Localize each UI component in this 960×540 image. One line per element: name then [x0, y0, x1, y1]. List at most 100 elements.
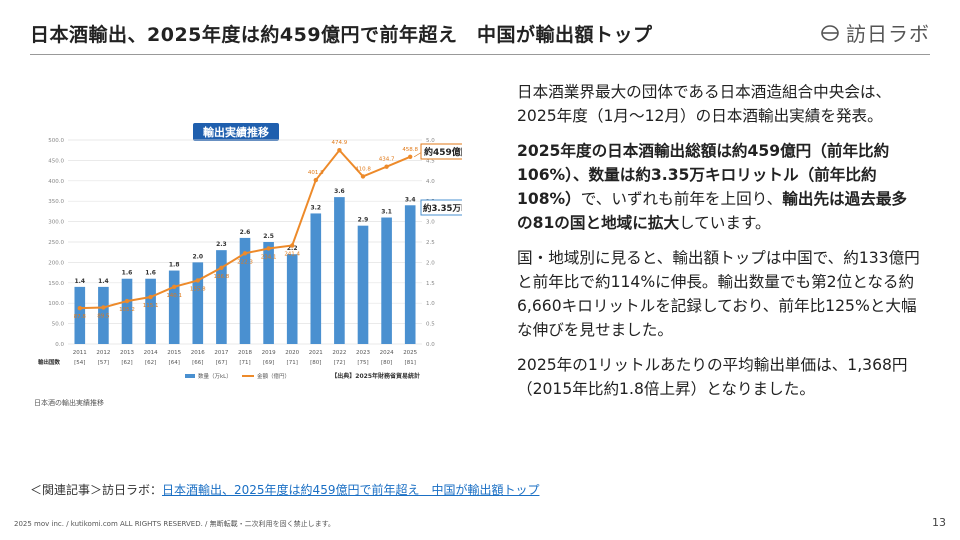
- article-body: 日本酒業界最大の団体である日本酒造組合中央会は、2025年度（1月〜12月）の日…: [517, 80, 922, 412]
- bar-volume: [263, 242, 274, 344]
- callout-amount-label: 約459億円: [424, 146, 462, 158]
- line-value-label: 410.8: [355, 166, 371, 172]
- line-point: [384, 164, 389, 169]
- line-point: [408, 154, 413, 160]
- y-left-tick-label: 350.0: [48, 199, 64, 205]
- x-sublabel: [54]: [74, 360, 85, 366]
- chart-source: 【出典】2025年財務省貿易統計: [331, 372, 420, 380]
- summary-highlight-1: 2025年度の日本酒輸出総額は約459億円（前年比約106%）、数量は約3.35…: [517, 142, 890, 208]
- x-sublabel: [75]: [357, 360, 368, 366]
- x-tick-label: 2023: [356, 350, 370, 356]
- y-left-tick-label: 250.0: [48, 240, 64, 246]
- y-left-tick-label: 450.0: [48, 158, 64, 164]
- x-sublabel: [62]: [121, 360, 132, 366]
- bar-volume: [239, 237, 251, 344]
- line-point: [172, 284, 177, 290]
- bar-value-label: 2.3: [216, 241, 227, 248]
- x-sublabel: [57]: [98, 360, 109, 366]
- y-right-tick-label: 1.5: [426, 281, 435, 287]
- y-right-tick-label: 2.5: [426, 240, 435, 246]
- bar-volume: [334, 197, 345, 344]
- line-point: [101, 305, 106, 310]
- x-tick-label: 2016: [191, 350, 205, 356]
- y-right-tick-label: 4.5: [426, 158, 435, 164]
- related-article-link[interactable]: 日本酒輸出、2025年度は約459億円で前年超え 中国が輸出額トップ: [162, 483, 540, 497]
- bar-volume: [216, 250, 227, 344]
- line-value-label: 474.9: [332, 140, 348, 146]
- line-value-label: 401.8: [308, 170, 324, 176]
- line-value-label: 234.1: [261, 254, 277, 260]
- x-tick-label: 2015: [167, 350, 181, 356]
- y-left-tick-label: 400.0: [48, 179, 64, 185]
- y-left-tick-label: 300.0: [48, 220, 64, 226]
- chart-title-box: [193, 123, 279, 141]
- y-left-tick-label: 100.0: [48, 301, 64, 307]
- legend-label-amount: 金額（億円）: [257, 372, 290, 380]
- x-sublabel: [71]: [287, 360, 298, 366]
- bar-value-label: 1.8: [169, 262, 180, 269]
- chart-title: 輸出実績推移: [203, 125, 269, 139]
- x-sublabel: [62]: [145, 360, 156, 366]
- x-tick-label: 2025: [403, 350, 417, 356]
- bar-volume: [310, 213, 322, 344]
- bar-volume: [121, 278, 133, 344]
- footer-copyright: 2025 mov inc. / kutikomi.com ALL RIGHTS …: [14, 520, 335, 528]
- x-tick-label: 2022: [332, 350, 346, 356]
- bar-value-label: 2.6: [240, 229, 251, 236]
- related-prefix: ＜関連記事＞訪日ラボ：: [30, 483, 163, 497]
- line-point: [195, 278, 200, 283]
- y-right-tick-label: 3.0: [426, 220, 435, 226]
- y-left-tick-label: 0.0: [55, 342, 64, 348]
- page-title: 日本酒輸出、2025年度は約459億円で前年超え 中国が輸出額トップ: [30, 24, 653, 46]
- x-tick-label: 2012: [96, 350, 110, 356]
- line-point: [290, 243, 295, 248]
- y-left-tick-label: 150.0: [48, 281, 64, 287]
- bar-value-label: 1.6: [145, 270, 156, 277]
- paragraph-intro: 日本酒業界最大の団体である日本酒造組合中央会は、2025年度（1月〜12月）の日…: [517, 83, 892, 125]
- line-value-label: 105.2: [119, 307, 135, 313]
- bar-value-label: 1.4: [74, 278, 85, 285]
- bar-value-label: 2.2: [287, 245, 298, 252]
- paragraph-summary: 2025年度の日本酒輸出総額は約459億円（前年比約106%）、数量は約3.35…: [517, 139, 922, 235]
- related-article: ＜関連記事＞訪日ラボ：日本酒輸出、2025年度は約459億円で前年超え 中国が輸…: [30, 481, 539, 498]
- x-sublabel: [67]: [216, 360, 227, 366]
- bar-value-label: 1.4: [98, 278, 109, 285]
- y-right-tick-label: 5.0: [426, 138, 435, 144]
- logo-icon: [821, 24, 839, 41]
- bar-volume: [192, 262, 204, 344]
- x-tick-label: 2013: [120, 350, 134, 356]
- line-point: [242, 251, 248, 256]
- bar-value-label: 2.0: [192, 253, 203, 260]
- x-tick-label: 2021: [309, 350, 323, 356]
- title-divider: [30, 54, 930, 55]
- paragraph-regions: 国・地域別に見ると、輸出額トップは中国で、約133億円と前年比で約114%に伸長…: [517, 249, 920, 339]
- x-sublabel: [80]: [381, 360, 392, 366]
- line-point: [360, 174, 366, 179]
- line-value-label: 115.1: [143, 303, 159, 309]
- bar-value-label: 1.6: [122, 270, 133, 277]
- bar-volume: [74, 286, 86, 344]
- line-point: [337, 148, 342, 153]
- y-right-tick-label: 4.0: [426, 179, 435, 185]
- y-left-tick-label: 200.0: [48, 260, 64, 266]
- line-value-label: 140.1: [166, 293, 182, 299]
- y-left-tick-label: 50.0: [52, 322, 65, 328]
- row-label: 輸出国数: [38, 358, 61, 366]
- x-sublabel: [71]: [239, 360, 250, 366]
- bar-value-label: 3.6: [334, 188, 345, 195]
- x-tick-label: 2019: [262, 350, 276, 356]
- paragraph-unit-price: 2025年の1リットルあたりの平均輸出単価は、1,368円（2015年比約1.8…: [517, 356, 908, 398]
- logo: 訪日ラボ: [820, 18, 930, 47]
- x-tick-label: 2018: [238, 350, 252, 356]
- bar-value-label: 3.4: [405, 196, 416, 203]
- bar-value-label: 3.1: [381, 209, 392, 216]
- callout-volume-label: 約3.35万kl: [423, 203, 462, 214]
- y-right-tick-label: 0.5: [426, 322, 435, 328]
- x-tick-label: 2017: [214, 350, 228, 356]
- x-sublabel: [69]: [263, 360, 274, 366]
- y-right-tick-label: 0.0: [426, 342, 435, 348]
- x-tick-label: 2020: [285, 350, 299, 356]
- bar-value-label: 2.5: [263, 233, 274, 240]
- bar-volume: [168, 270, 180, 344]
- line-point: [77, 305, 82, 311]
